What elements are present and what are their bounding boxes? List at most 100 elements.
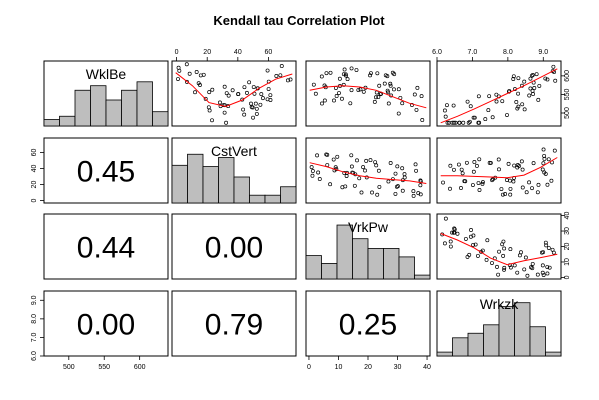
panel-frame-r1-c0 — [43, 137, 169, 204]
scatter-point-r1-c3 — [524, 190, 529, 195]
correlation-value-r2-c0: 0.44 — [77, 232, 135, 265]
scatter-point-r0-c1 — [224, 120, 229, 125]
histogram-bar-wklbe-7 — [152, 111, 169, 127]
x-tick-label-wklbe: 600 — [134, 364, 146, 371]
histogram-bar-vrkpw-1 — [321, 262, 338, 280]
variable-label-cstvert: CstVert — [211, 143, 257, 159]
scatter-point-r1-c3 — [499, 187, 504, 191]
scatter-point-r1-c3 — [470, 183, 475, 187]
x-tick-label-vrkpw: 0 — [307, 364, 311, 371]
scatter-point-r1-c3 — [542, 156, 547, 161]
scatter-point-r1-c2 — [375, 192, 380, 197]
scatter-point-r0-c2 — [333, 86, 338, 90]
scatter-point-r0-c2 — [337, 91, 341, 95]
scatter-point-r1-c3 — [471, 169, 476, 174]
scatter-point-r0-c3 — [545, 77, 550, 82]
scatter-point-r0-c3 — [486, 108, 491, 113]
scatter-point-r1-c3 — [460, 171, 465, 176]
scatter-point-r0-c3 — [520, 102, 525, 107]
scatter-point-r2-c3 — [471, 242, 476, 247]
scatter-point-r0-c3 — [536, 97, 541, 102]
scatter-point-r2-c3 — [502, 267, 506, 272]
scatter-point-r1-c3 — [541, 147, 546, 152]
scatter-point-r2-c3 — [535, 272, 540, 277]
scatter-point-r0-c1 — [207, 108, 212, 113]
scatter-point-r0-c1 — [176, 65, 181, 70]
scatter-point-r0-c1 — [224, 91, 229, 96]
scatter-point-r0-c2 — [348, 101, 353, 106]
histogram-bar-wklbe-6 — [136, 81, 153, 127]
scatter-point-r2-c3 — [450, 230, 455, 235]
scatter-point-r0-c2 — [341, 82, 346, 87]
scatter-point-r1-c2 — [418, 183, 423, 188]
scatter-point-r1-c3 — [520, 185, 525, 190]
scatter-point-r1-c3 — [515, 165, 520, 170]
scatter-point-r1-c2 — [393, 191, 398, 196]
scatter-point-r2-c3 — [525, 273, 530, 278]
scatter-point-r1-c3 — [507, 178, 512, 183]
scatter-point-r2-c3 — [515, 270, 520, 275]
scatter-point-r0-c1 — [250, 105, 255, 110]
scatter-point-r0-c3 — [450, 120, 455, 125]
scatter-point-r1-c2 — [402, 172, 407, 177]
histogram-bar-vrkpw-5 — [383, 248, 400, 280]
scatter-point-r0-c3 — [472, 115, 477, 120]
scatter-point-r0-c1 — [210, 87, 215, 92]
scatter-point-r0-c3 — [553, 78, 558, 83]
scatter-point-r1-c2 — [335, 154, 340, 159]
scatter-point-r0-c1 — [201, 72, 206, 77]
scatter-point-r1-c2 — [395, 164, 400, 169]
scatter-point-r0-c2 — [412, 92, 417, 97]
scatter-point-r0-c3 — [531, 91, 536, 96]
panel-frame-r1-c2 — [305, 137, 431, 204]
y-tick-label-wrkzk: 9.0 — [31, 295, 38, 305]
scatter-point-r2-c3 — [541, 273, 546, 277]
scatter-point-r1-c2 — [331, 157, 336, 162]
y-tick-label-vrkpw: 40 — [564, 212, 571, 220]
scatter-point-r1-c2 — [340, 185, 345, 190]
scatter-point-r2-c3 — [443, 216, 448, 221]
scatter-point-r0-c3 — [452, 120, 456, 125]
panel-frame-r0-c2 — [305, 60, 431, 127]
scatter-point-r0-c2 — [328, 70, 333, 75]
scatter-point-r0-c3 — [487, 94, 492, 99]
scatter-point-r1-c2 — [411, 193, 416, 198]
scatter-point-r2-c3 — [502, 246, 507, 251]
scatter-point-r1-c3 — [448, 186, 452, 191]
scatter-point-r2-c3 — [473, 242, 478, 247]
scatter-point-r1-c2 — [352, 183, 357, 188]
variable-label-wrkzk: Wrkzk — [480, 296, 520, 312]
y-tick-label-wrkzk: 6.0 — [31, 351, 38, 361]
histogram-bar-vrkpw-3 — [352, 238, 369, 280]
scatter-point-r0-c3 — [543, 76, 548, 81]
scatter-point-r2-c3 — [508, 265, 513, 270]
scatter-point-r1-c3 — [508, 192, 513, 197]
scatter-point-r0-c3 — [537, 83, 542, 88]
histogram-bar-cstvert-3 — [218, 157, 235, 204]
scatter-point-r1-c3 — [503, 191, 508, 196]
scatter-point-r1-c3 — [511, 179, 516, 184]
scatter-point-r1-c3 — [536, 182, 541, 187]
scatter-point-r2-c3 — [490, 261, 494, 265]
scatter-point-r1-c2 — [395, 184, 400, 189]
scatter-point-r1-c3 — [542, 170, 547, 175]
panel-frame-r3-c1 — [171, 290, 297, 357]
x-tick-label-cstvert: 60 — [265, 49, 273, 56]
scatter-point-r0-c3 — [451, 103, 456, 108]
scatter-point-r0-c1 — [244, 90, 249, 95]
scatter-point-r0-c2 — [415, 85, 420, 90]
scatter-point-r0-c2 — [386, 101, 391, 106]
scatter-point-r1-c2 — [400, 188, 405, 193]
scatter-point-r0-c1 — [251, 115, 255, 120]
scatter-point-r1-c2 — [376, 168, 381, 173]
scatter-point-r0-c3 — [443, 114, 448, 119]
correlation-value-r3-c1: 0.79 — [205, 309, 263, 342]
scatter-point-r1-c3 — [530, 186, 534, 191]
histogram-bar-vrkpw-0 — [305, 255, 322, 280]
scatter-point-r0-c3 — [500, 99, 505, 104]
scatter-point-r2-c3 — [523, 255, 528, 260]
scatter-point-r0-c3 — [522, 79, 527, 84]
scatter-point-r0-c3 — [490, 115, 495, 120]
scatter-point-r0-c1 — [274, 74, 279, 78]
scatter-point-r1-c3 — [480, 181, 485, 186]
